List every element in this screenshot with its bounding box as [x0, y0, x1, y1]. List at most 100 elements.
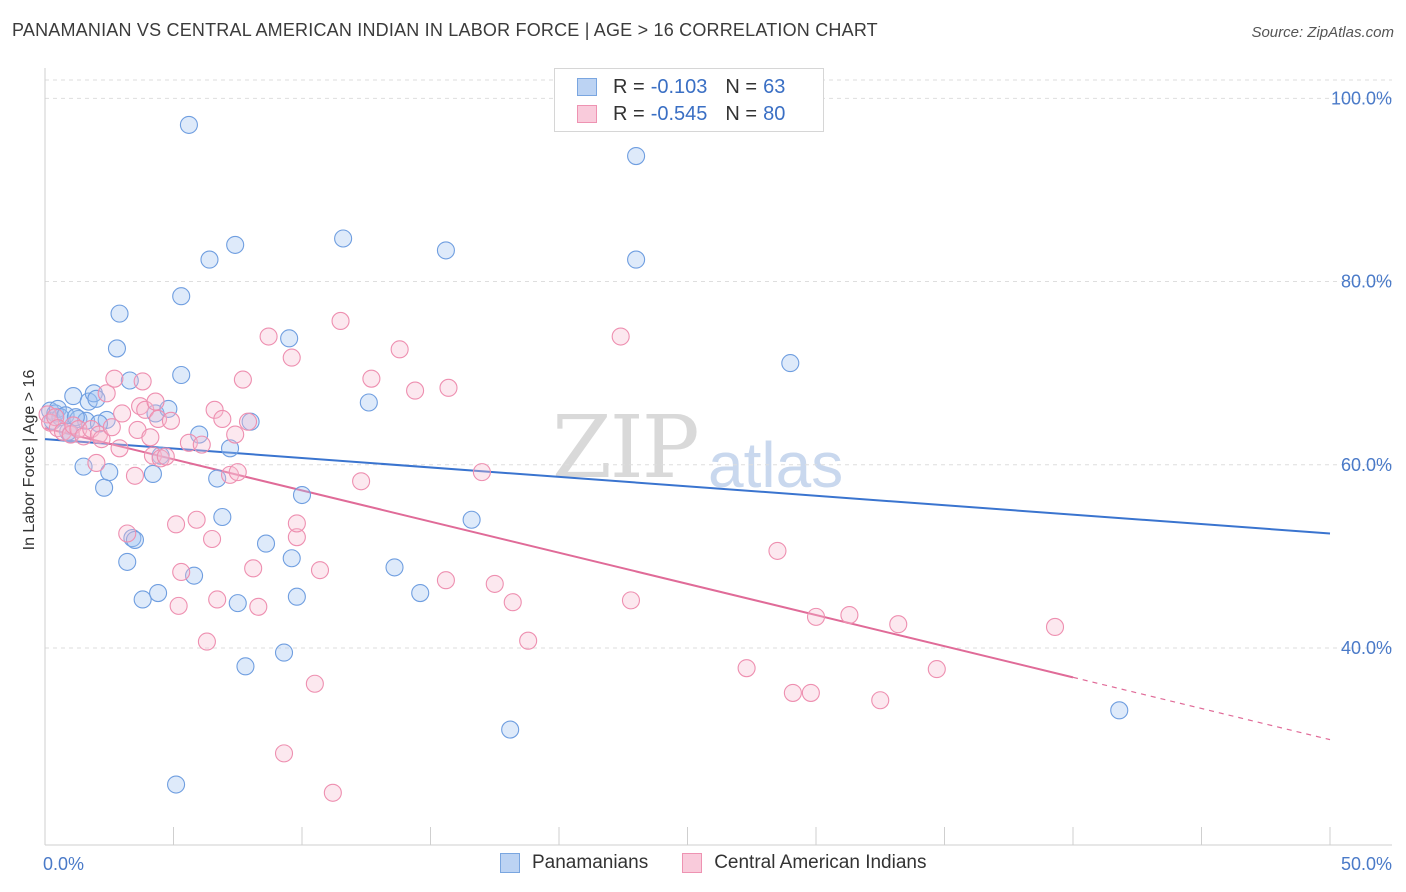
point-central-american-indian [889, 615, 908, 634]
point-central-american-indian [737, 659, 756, 678]
point-central-american-indian [46, 408, 65, 427]
point-panamanian [149, 584, 168, 603]
point-central-american-indian [927, 660, 946, 679]
y-tick-label: 80.0% [1341, 272, 1392, 292]
point-central-american-indian [352, 472, 371, 491]
point-panamanian [226, 235, 245, 254]
point-central-american-indian [503, 593, 522, 612]
point-central-american-indian [1045, 617, 1065, 637]
point-panamanian [200, 250, 219, 269]
point-panamanian [133, 590, 152, 609]
point-panamanian [627, 146, 646, 166]
point-central-american-indian [74, 427, 93, 446]
point-panamanian [179, 115, 198, 134]
point-panamanian [172, 365, 191, 385]
point-panamanian [107, 339, 127, 358]
point-central-american-indian [287, 528, 306, 547]
legend-r-label: R = [613, 75, 645, 98]
point-central-american-indian [259, 327, 278, 346]
legend-r-value: -0.103 [650, 75, 708, 98]
point-central-american-indian [238, 412, 258, 431]
point-panamanian [292, 485, 312, 505]
point-central-american-indian [233, 370, 252, 389]
point-central-american-indian [228, 463, 247, 482]
y-axis-title: In Labor Force | Age > 16 [21, 370, 38, 551]
point-panamanian [167, 775, 186, 794]
point-panamanian [256, 534, 276, 553]
legend-row-central-american-indians: R = -0.545 N = 80 [577, 101, 785, 127]
series-legend: Panamanians Central American Indians [500, 852, 960, 874]
point-central-american-indian [92, 430, 111, 449]
point-panamanian [236, 657, 255, 676]
point-central-american-indian [621, 591, 641, 610]
point-central-american-indian [806, 607, 826, 626]
point-central-american-indian [768, 541, 787, 560]
point-panamanian [120, 371, 139, 390]
point-panamanian [411, 584, 430, 603]
point-panamanian [501, 720, 520, 739]
point-central-american-indian [110, 439, 129, 458]
point-panamanian [334, 229, 353, 248]
point-central-american-indian [436, 571, 455, 590]
chart-title: PANAMANIAN VS CENTRAL AMERICAN INDIAN IN… [12, 20, 878, 40]
point-panamanian [110, 304, 129, 323]
legend-row-panamanians: R = -0.103 N = 63 [577, 74, 785, 100]
point-panamanian [781, 354, 800, 373]
legend-n-value: 63 [763, 75, 786, 98]
legend-label-central-american-indians: Central American Indians [714, 852, 927, 873]
point-panamanian [95, 478, 114, 497]
legend-n-label: N = [725, 75, 758, 98]
point-central-american-indian [167, 515, 186, 534]
point-panamanian [64, 387, 83, 406]
point-panamanian [100, 463, 119, 482]
point-central-american-indian [205, 400, 224, 419]
point-panamanian [436, 241, 455, 260]
legend-item-central-american-indians[interactable]: Central American Indians [682, 852, 926, 874]
point-central-american-indian [439, 378, 458, 397]
point-panamanian [118, 552, 137, 571]
point-central-american-indian [406, 381, 425, 400]
point-central-american-indian [187, 510, 206, 529]
legend-item-panamanians[interactable]: Panamanians [500, 852, 648, 874]
point-central-american-indian [118, 524, 137, 543]
point-central-american-indian [287, 514, 306, 533]
point-panamanian [143, 464, 162, 484]
point-central-american-indian [213, 409, 232, 429]
point-central-american-indian [226, 425, 245, 444]
legend-n-label: N = [725, 102, 758, 125]
point-central-american-indian [249, 597, 268, 616]
x-tick-label: 50.0% [1341, 854, 1392, 874]
point-panamanian [462, 510, 481, 529]
point-central-american-indian [323, 783, 342, 802]
axis-labels: 100.0% 80.0% 60.0% 40.0% 0.0% 50.0% In Labor F… [21, 88, 1392, 874]
axes [44, 68, 1392, 846]
point-central-american-indian [783, 683, 802, 702]
legend-r-label: R = [613, 102, 645, 125]
point-panamanian [359, 393, 378, 412]
point-central-american-indian [203, 529, 222, 549]
point-central-american-indian [133, 372, 152, 391]
trend-line [44, 438, 1331, 535]
legend-swatch-pink [682, 853, 703, 873]
point-central-american-indian [472, 463, 491, 482]
point-central-american-indian [485, 574, 504, 593]
point-panamanian [172, 287, 191, 306]
chart-source: Source: ZipAtlas.com [1251, 24, 1394, 41]
point-central-american-indian [840, 605, 859, 625]
point-panamanian [274, 643, 294, 662]
point-central-american-indian [274, 744, 294, 763]
point-central-american-indian [310, 561, 330, 580]
point-central-american-indian [611, 327, 630, 346]
legend-swatch-pink [577, 105, 597, 123]
point-panamanian [385, 558, 404, 577]
point-central-american-indian [362, 369, 381, 388]
point-panamanian [220, 439, 240, 458]
point-panamanian [1110, 701, 1129, 720]
legend-n-value: 80 [763, 102, 786, 125]
legend-label-panamanians: Panamanians [532, 852, 649, 873]
point-central-american-indian [801, 683, 820, 702]
point-central-american-indian [169, 596, 188, 615]
point-central-american-indian [282, 348, 301, 367]
point-central-american-indian [197, 632, 216, 651]
